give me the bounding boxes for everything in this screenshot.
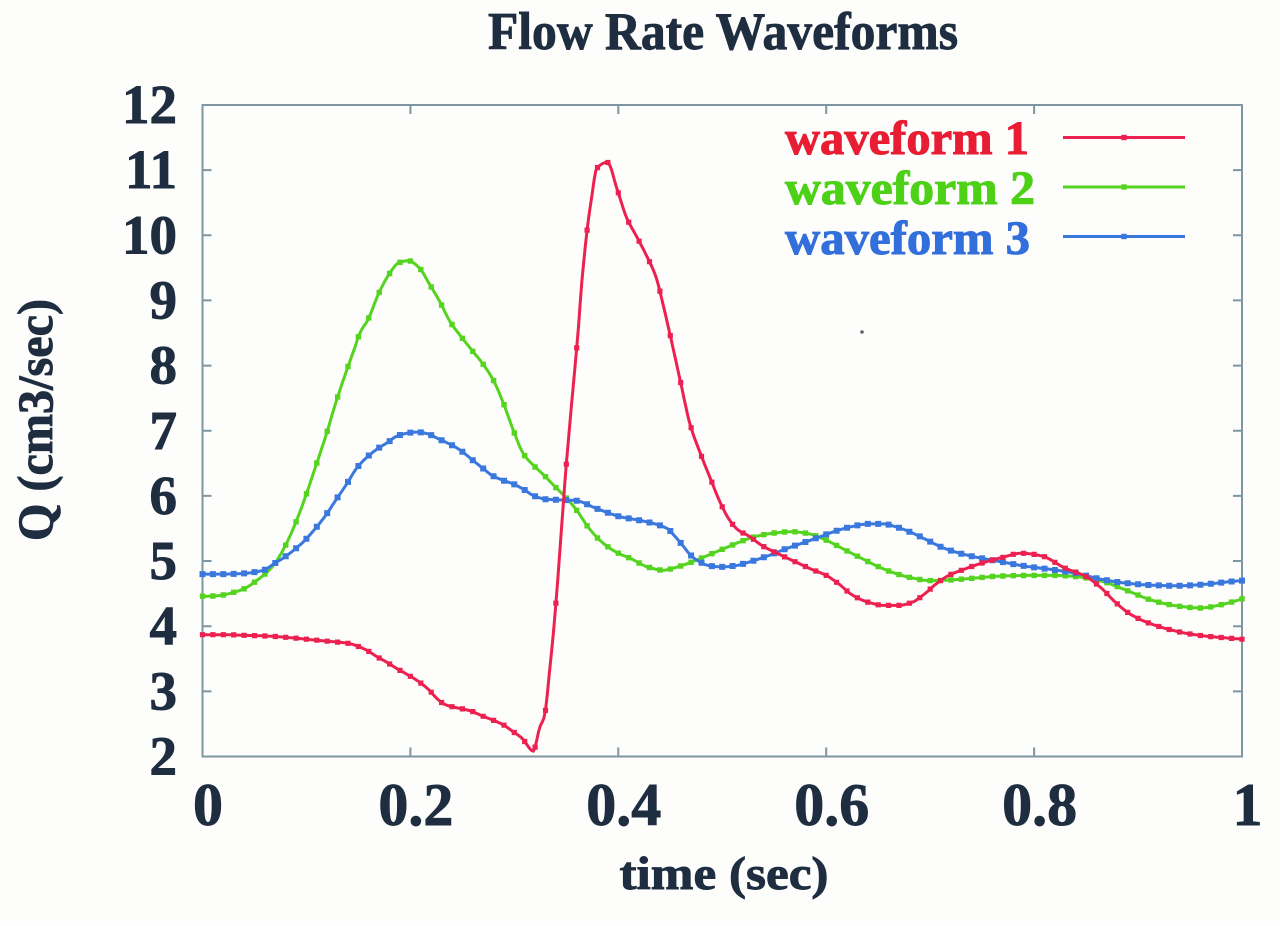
svg-text:6: 6	[150, 465, 178, 526]
svg-text:8: 8	[150, 335, 178, 396]
svg-text:4: 4	[150, 595, 178, 656]
svg-text:0.8: 0.8	[1002, 772, 1077, 838]
svg-text:12: 12	[122, 74, 177, 135]
svg-text:time (sec): time (sec)	[620, 848, 829, 900]
svg-text:5: 5	[150, 530, 178, 591]
svg-text:0.4: 0.4	[586, 772, 661, 838]
svg-text:0: 0	[193, 772, 223, 838]
svg-text:10: 10	[122, 204, 177, 265]
svg-text:11: 11	[125, 139, 177, 200]
svg-text:7: 7	[150, 400, 178, 461]
svg-text:waveform 2: waveform 2	[785, 162, 1035, 215]
svg-text:Flow Rate Waveforms: Flow Rate Waveforms	[488, 3, 958, 61]
svg-text:2: 2	[150, 726, 178, 787]
svg-text:waveform 3: waveform 3	[785, 212, 1030, 265]
svg-text:Q (cm3/sec): Q (cm3/sec)	[7, 299, 63, 541]
svg-text:waveform 1: waveform 1	[785, 112, 1029, 165]
svg-text:9: 9	[150, 269, 178, 330]
svg-text:0.6: 0.6	[794, 772, 869, 838]
svg-text:0.2: 0.2	[378, 772, 453, 838]
svg-text:1: 1	[1233, 772, 1263, 838]
svg-text:3: 3	[150, 660, 178, 721]
